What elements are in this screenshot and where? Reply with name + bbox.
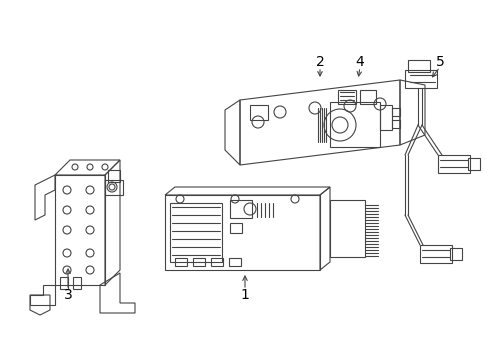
Bar bbox=[468, 158, 480, 170]
Text: 2: 2 bbox=[316, 55, 324, 69]
Text: 4: 4 bbox=[356, 55, 365, 69]
Text: 5: 5 bbox=[436, 55, 444, 69]
Bar bbox=[330, 200, 365, 257]
Bar bbox=[73, 277, 81, 289]
Bar bbox=[250, 105, 268, 120]
Bar bbox=[420, 245, 452, 263]
Text: 3: 3 bbox=[64, 288, 73, 302]
Bar bbox=[338, 90, 356, 104]
Bar bbox=[330, 102, 380, 147]
Bar bbox=[438, 155, 470, 173]
Bar bbox=[392, 108, 400, 116]
Bar bbox=[193, 258, 205, 266]
Text: 1: 1 bbox=[241, 288, 249, 302]
Bar bbox=[380, 105, 392, 130]
Bar bbox=[230, 223, 242, 233]
Bar bbox=[60, 277, 68, 289]
Bar bbox=[408, 60, 430, 72]
Bar bbox=[165, 195, 320, 270]
Bar bbox=[211, 258, 223, 266]
Bar bbox=[450, 248, 462, 260]
Bar bbox=[175, 258, 187, 266]
Bar bbox=[230, 200, 252, 218]
Bar bbox=[105, 180, 123, 195]
Bar bbox=[170, 203, 222, 262]
Bar bbox=[405, 70, 437, 88]
Bar bbox=[108, 170, 120, 182]
Bar bbox=[229, 258, 241, 266]
Bar bbox=[360, 90, 376, 104]
Bar bbox=[392, 120, 400, 128]
